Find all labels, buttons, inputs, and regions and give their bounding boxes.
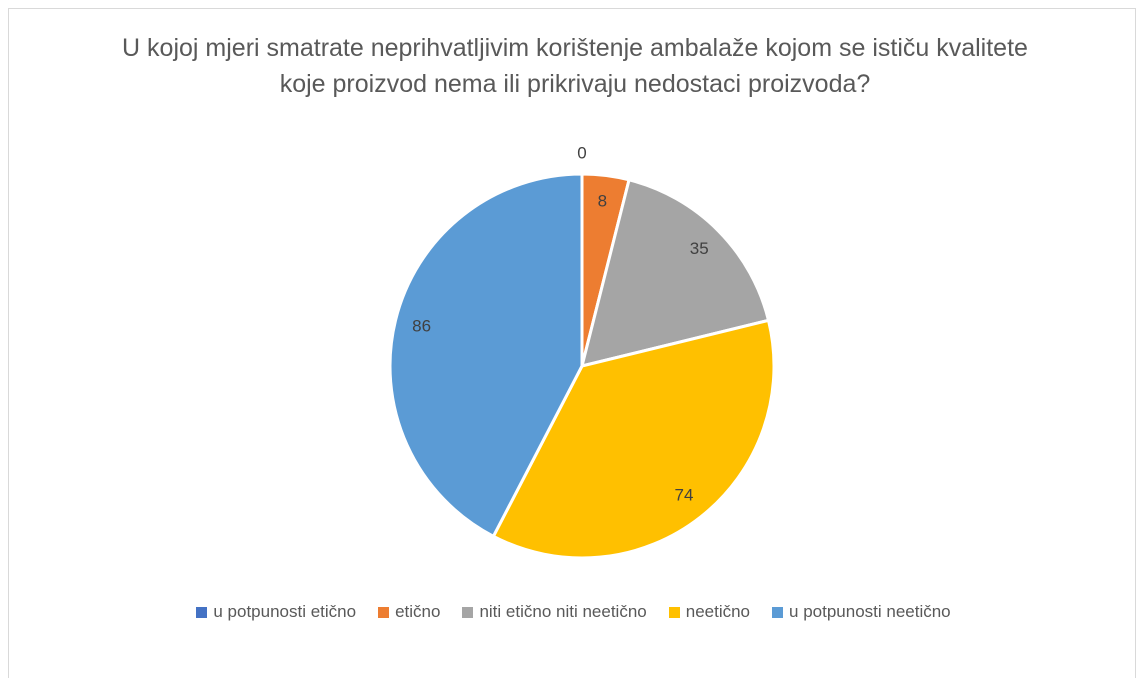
data-label: 0 bbox=[577, 143, 586, 162]
data-label: 8 bbox=[598, 192, 607, 211]
legend-label: etično bbox=[395, 602, 441, 621]
legend-item: neetično bbox=[668, 602, 751, 622]
legend-swatch bbox=[196, 606, 208, 618]
legend: u potpunosti etično etično niti etično nit… bbox=[0, 602, 1147, 622]
data-label: 74 bbox=[674, 485, 693, 504]
legend-swatch bbox=[462, 606, 474, 618]
legend-item: etično bbox=[378, 602, 440, 622]
legend-swatch bbox=[378, 606, 390, 618]
pie-slice bbox=[579, 178, 771, 369]
data-label: 86 bbox=[412, 316, 431, 335]
legend-label: niti etično niti neetično bbox=[479, 602, 647, 621]
legend-item: niti etično niti neetično bbox=[462, 602, 647, 622]
chart-title: U kojoj mjeri smatrate neprihvatljivim k… bbox=[122, 34, 1028, 98]
chart-frame bbox=[8, 8, 1136, 678]
legend-item: u potpunosti neetično bbox=[772, 602, 951, 622]
pie-slice bbox=[388, 172, 584, 539]
data-label: 35 bbox=[690, 239, 709, 258]
legend-swatch bbox=[668, 606, 680, 618]
legend-item: u potpunosti etično bbox=[196, 602, 356, 622]
legend-label: u potpunosti etično bbox=[213, 602, 357, 621]
pie-slice bbox=[491, 318, 776, 560]
legend-swatch bbox=[772, 606, 784, 618]
legend-label: neetično bbox=[685, 602, 751, 621]
legend-label: u potpunosti neetično bbox=[789, 602, 951, 621]
